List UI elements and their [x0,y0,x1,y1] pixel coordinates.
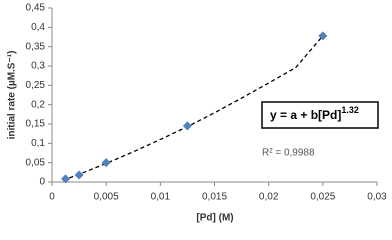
data-point [74,170,84,180]
y-tick-label: 0,25 [26,80,46,91]
y-tick-label: 0,2 [31,99,45,110]
data-point [318,31,328,41]
y-tick-label: 0,35 [26,41,46,52]
data-point [61,174,71,184]
equation-text: y = a + b[Pd] [270,108,341,122]
y-tick-label: 0,45 [26,3,46,14]
x-axis-title: [Pd] (M) [196,213,233,224]
x-tick-label: 0 [49,192,55,203]
y-tick-label: 0 [39,177,45,188]
y-axis-title: initial rate (µM.S⁻¹) [7,51,18,140]
y-tick-label: 0,1 [31,138,45,149]
x-tick-label: 0,025 [310,192,335,203]
y-tick-label: 0,4 [31,22,45,33]
x-tick-label: 0,01 [151,192,171,203]
x-tick-label: 0,015 [202,192,227,203]
equation-box [261,101,379,129]
r-squared: R² = 0,9988 [262,148,315,159]
chart: [Pd] (M) initial rate (µM.S⁻¹) y = a + b… [7,3,388,224]
equation-exponent: 1.32 [341,105,359,115]
equation: y = a + b[Pd]1.32 [270,105,359,122]
y-tick-label: 0,3 [31,61,45,72]
x-tick-label: 0,03 [367,192,387,203]
data-point [101,158,111,168]
x-tick-label: 0,005 [94,192,119,203]
y-tick-label: 0,15 [26,119,46,130]
y-tick-label: 0,05 [26,157,46,168]
data-point [182,121,192,131]
x-tick-label: 0,02 [259,192,279,203]
